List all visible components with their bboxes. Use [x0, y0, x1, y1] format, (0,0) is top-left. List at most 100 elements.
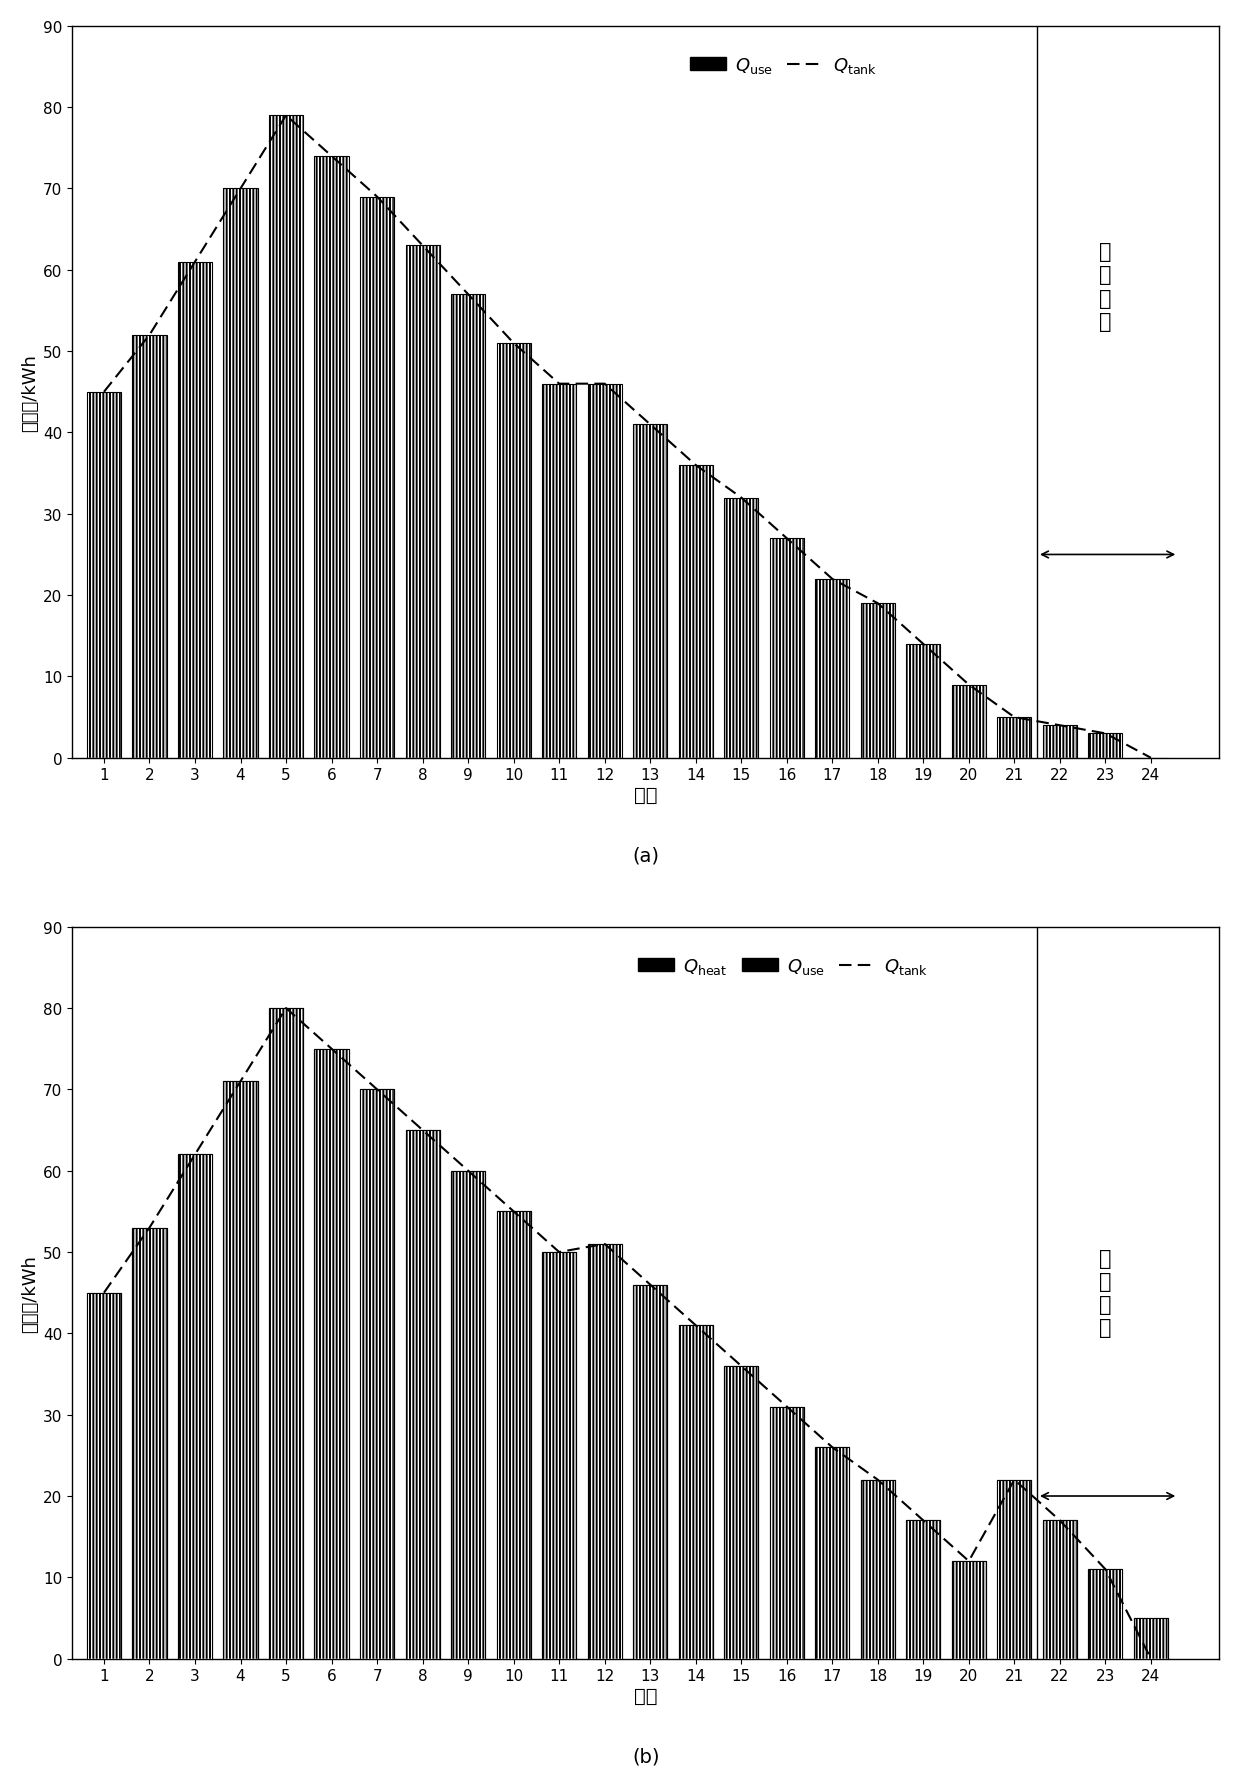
Bar: [87, 1293, 122, 1660]
Text: (a): (a): [632, 846, 660, 865]
Bar: [724, 1367, 759, 1660]
Bar: [87, 1293, 122, 1660]
Legend: $Q_{\mathrm{heat}}$, $Q_{\mathrm{use}}$, $Q_{\mathrm{tank}}$: $Q_{\mathrm{heat}}$, $Q_{\mathrm{use}}$,…: [631, 949, 936, 984]
Bar: [906, 1521, 940, 1660]
Bar: [133, 1229, 166, 1660]
Bar: [634, 1285, 667, 1660]
Bar: [360, 197, 394, 759]
Bar: [588, 385, 621, 759]
Text: 供
电
中
断: 供 电 中 断: [1099, 1248, 1111, 1339]
Bar: [678, 466, 713, 759]
Bar: [451, 294, 485, 759]
Bar: [223, 1082, 258, 1660]
Bar: [405, 246, 440, 759]
Bar: [269, 1009, 303, 1660]
Bar: [997, 718, 1032, 759]
Bar: [1043, 725, 1076, 759]
Bar: [177, 1154, 212, 1660]
Text: (b): (b): [632, 1746, 660, 1766]
Bar: [542, 385, 577, 759]
Bar: [87, 392, 122, 759]
Bar: [997, 1480, 1032, 1660]
Bar: [542, 1252, 577, 1660]
Bar: [223, 1082, 258, 1660]
Bar: [770, 1406, 804, 1660]
Bar: [588, 1245, 621, 1660]
Bar: [1089, 1569, 1122, 1660]
Bar: [542, 1252, 577, 1660]
Bar: [315, 1050, 348, 1660]
Bar: [451, 1170, 485, 1660]
Bar: [724, 1367, 759, 1660]
Bar: [997, 1480, 1032, 1660]
Bar: [906, 1521, 940, 1660]
Bar: [634, 1285, 667, 1660]
Bar: [997, 1480, 1032, 1660]
Bar: [952, 1562, 986, 1660]
Bar: [451, 1170, 485, 1660]
Bar: [997, 1480, 1032, 1660]
Bar: [906, 645, 940, 759]
Bar: [360, 1090, 394, 1660]
Y-axis label: 蓄热量/kWh: 蓄热量/kWh: [21, 353, 38, 431]
Bar: [861, 605, 895, 759]
Bar: [1133, 1619, 1168, 1660]
Bar: [87, 1293, 122, 1660]
Bar: [1043, 1521, 1076, 1660]
Bar: [87, 1293, 122, 1660]
Bar: [133, 1229, 166, 1660]
Bar: [906, 645, 940, 759]
Bar: [815, 580, 849, 759]
Bar: [678, 466, 713, 759]
Bar: [952, 684, 986, 759]
Bar: [1133, 1619, 1168, 1660]
Bar: [997, 718, 1032, 759]
Bar: [542, 1252, 577, 1660]
Bar: [360, 1090, 394, 1660]
Bar: [1043, 1521, 1076, 1660]
Bar: [770, 1406, 804, 1660]
Bar: [315, 1050, 348, 1660]
Bar: [1089, 734, 1122, 759]
Bar: [724, 498, 759, 759]
Bar: [405, 1131, 440, 1660]
Bar: [724, 498, 759, 759]
Bar: [678, 1326, 713, 1660]
Bar: [451, 294, 485, 759]
Bar: [496, 1211, 531, 1660]
Bar: [315, 1050, 348, 1660]
Bar: [1089, 734, 1122, 759]
Bar: [770, 1406, 804, 1660]
Bar: [496, 1211, 531, 1660]
X-axis label: 时刻: 时刻: [634, 1686, 657, 1706]
Bar: [588, 1245, 621, 1660]
Bar: [634, 1285, 667, 1660]
Bar: [861, 1480, 895, 1660]
Legend: $Q_{\mathrm{use}}$, $Q_{\mathrm{tank}}$: $Q_{\mathrm{use}}$, $Q_{\mathrm{tank}}$: [683, 50, 884, 83]
Bar: [1133, 1619, 1168, 1660]
Bar: [588, 1245, 621, 1660]
Bar: [678, 1326, 713, 1660]
Bar: [952, 1562, 986, 1660]
Bar: [815, 1447, 849, 1660]
Bar: [634, 426, 667, 759]
Bar: [861, 1480, 895, 1660]
Y-axis label: 蓄热量/kWh: 蓄热量/kWh: [21, 1254, 38, 1332]
Bar: [952, 1562, 986, 1660]
Bar: [906, 1521, 940, 1660]
Bar: [861, 605, 895, 759]
Bar: [1089, 1569, 1122, 1660]
Bar: [177, 262, 212, 759]
Bar: [87, 392, 122, 759]
Bar: [315, 156, 348, 759]
Bar: [1043, 1521, 1076, 1660]
Bar: [133, 1229, 166, 1660]
Bar: [133, 1229, 166, 1660]
Bar: [315, 156, 348, 759]
Bar: [678, 1326, 713, 1660]
Bar: [177, 262, 212, 759]
Bar: [451, 1170, 485, 1660]
Bar: [496, 344, 531, 759]
Bar: [724, 1367, 759, 1660]
Text: 供
电
中
断: 供 电 中 断: [1099, 243, 1111, 332]
